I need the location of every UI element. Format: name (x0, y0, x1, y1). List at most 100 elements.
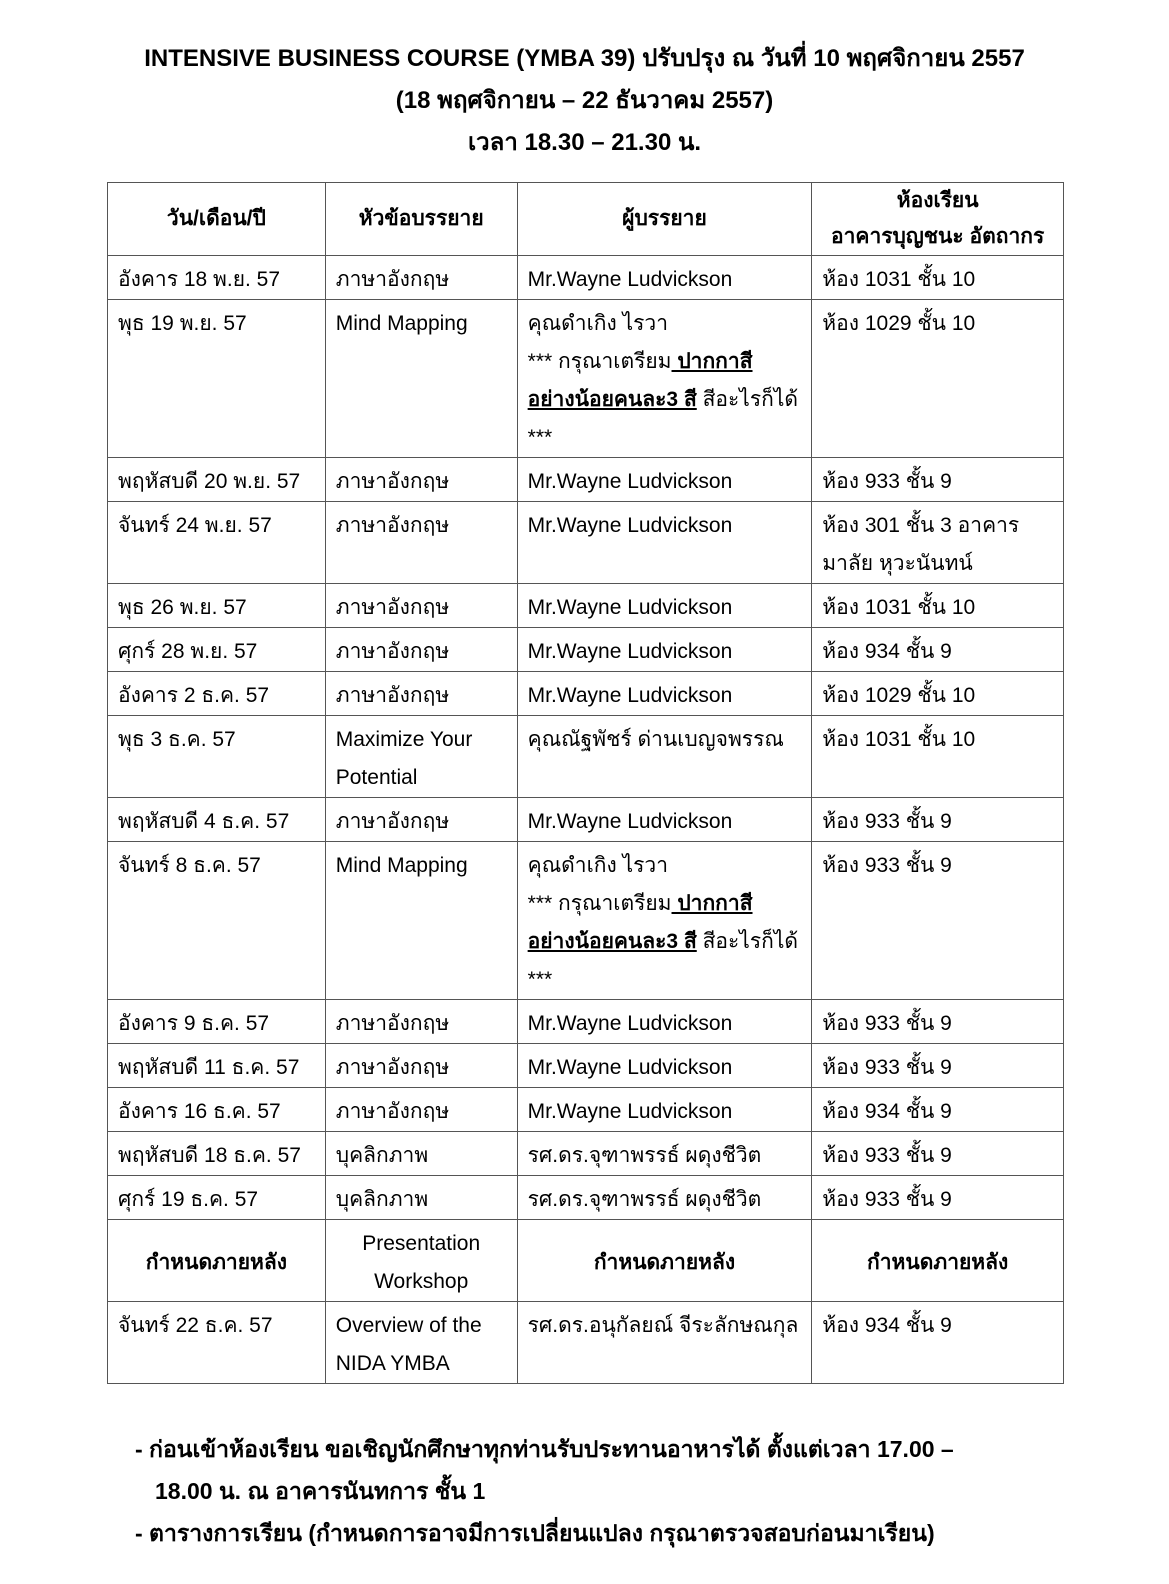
table-row: จันทร์ 8 ธ.ค. 57 Mind Mapping คุณดำเกิง ไร… (107, 841, 1064, 1000)
cell-date: พุธ 26 พ.ย. 57 (107, 583, 326, 628)
note-suffix: สีอะไรก็ได้ *** (527, 930, 799, 991)
table-row: อังคาร 2 ธ.ค. 57 ภาษาอังกฤษ Mr.Wayne Ludvi… (107, 671, 1064, 716)
notes: - ก่อนเข้าห้องเรียน ขอเชิญนักศึกษาทุกท่า… (135, 1428, 1129, 1554)
cell-topic: ภาษาอังกฤษ (324, 1043, 518, 1088)
lecturer-note: *** กรุณาเตรียม ปากกาสี อย่างน้อยคนละ3 ส… (528, 885, 802, 999)
header-date: วัน/เดือน/ปี (107, 182, 326, 256)
header-room-label: ห้องเรียน (896, 189, 979, 212)
cell-date: อังคาร 18 พ.ย. 57 (107, 255, 326, 300)
table-row: จันทร์ 22 ธ.ค. 57 Overview of the NIDA YM… (107, 1301, 1064, 1384)
table-row: ศุกร์ 19 ธ.ค. 57 บุคลิกภาพ รศ.ดร.จุฑาพรรธ์… (107, 1175, 1064, 1220)
cell-date: อังคาร 9 ธ.ค. 57 (107, 999, 326, 1044)
cell-lecturer: รศ.ดร.อนุกัลยณ์ จีระลักษณกุล (516, 1301, 813, 1384)
cell-topic: Overview of the NIDA YMBA (324, 1301, 518, 1384)
header-lecturer: ผู้บรรยาย (516, 182, 813, 256)
cell-room: ห้อง 1031 ชั้น 10 (811, 255, 1064, 300)
cell-room: ห้อง 933 ชั้น 9 (811, 999, 1064, 1044)
cell-lecturer: Mr.Wayne Ludvickson (516, 999, 813, 1044)
cell-date: พฤหัสบดี 4 ธ.ค. 57 (107, 797, 326, 842)
cell-date: จันทร์ 22 ธ.ค. 57 (107, 1301, 326, 1384)
cell-topic: ภาษาอังกฤษ (324, 627, 518, 672)
table-row: พุธ 26 พ.ย. 57 ภาษาอังกฤษ Mr.Wayne Ludvick… (107, 583, 1064, 628)
cell-lecturer: คุณดำเกิง ไรวา *** กรุณาเตรียม ปากกาสี อย… (516, 299, 813, 458)
cell-date: อังคาร 16 ธ.ค. 57 (107, 1087, 326, 1132)
cell-room: ห้อง 933 ชั้น 9 (811, 1175, 1064, 1220)
cell-topic: บุคลิกภาพ (324, 1131, 518, 1176)
note-highlight: ปากกาสี อย่างน้อยคนละ3 สี (527, 892, 753, 953)
cell-lecturer: Mr.Wayne Ludvickson (516, 501, 813, 584)
lecturer-note: *** กรุณาเตรียม ปากกาสี อย่างน้อยคนละ3 ส… (528, 343, 802, 457)
note-suffix: สีอะไรก็ได้ *** (527, 388, 799, 449)
cell-lecturer: กำหนดภายหลัง (516, 1219, 813, 1302)
note-meal: - ก่อนเข้าห้องเรียน ขอเชิญนักศึกษาทุกท่า… (135, 1436, 954, 1462)
table-row: พุธ 19 พ.ย. 57 Mind Mapping คุณดำเกิง ไรวา… (107, 299, 1064, 458)
table-row: พุธ 3 ธ.ค. 57 Maximize Your Potential คุณณ… (107, 715, 1064, 798)
cell-room: ห้อง 933 ชั้น 9 (811, 797, 1064, 842)
cell-lecturer: Mr.Wayne Ludvickson (516, 255, 813, 300)
cell-room: ห้อง 933 ชั้น 9 (811, 457, 1064, 502)
cell-lecturer: คุณณัฐพัชร์ ด่านเบญจพรรณ (516, 715, 813, 798)
header-room: ห้องเรียน อาคารบุญชนะ อัตถากร (811, 182, 1064, 256)
cell-date: พฤหัสบดี 20 พ.ย. 57 (107, 457, 326, 502)
cell-room: ห้อง 1031 ชั้น 10 (811, 583, 1064, 628)
note-meal-cont: 18.00 น. ณ อาคารนันทการ ชั้น 1 (155, 1478, 486, 1504)
cell-date: จันทร์ 8 ธ.ค. 57 (107, 841, 326, 1000)
cell-lecturer: Mr.Wayne Ludvickson (516, 671, 813, 716)
document-title: INTENSIVE BUSINESS COURSE (YMBA 39) ปรับ… (144, 45, 1025, 72)
note-schedule-change: - ตารางการเรียน (กำหนดการอาจมีการเปลี่ยน… (135, 1520, 935, 1546)
cell-topic: ภาษาอังกฤษ (324, 457, 518, 502)
header-topic: หัวข้อบรรยาย (324, 182, 518, 256)
note-highlight: ปากกาสี อย่างน้อยคนละ3 สี (527, 350, 753, 411)
cell-room: ห้อง 1029 ชั้น 10 (811, 671, 1064, 716)
cell-lecturer: Mr.Wayne Ludvickson (516, 1043, 813, 1088)
cell-topic: ภาษาอังกฤษ (324, 501, 518, 584)
lecturer-name: คุณดำเกิง ไรวา (527, 854, 669, 877)
cell-lecturer: Mr.Wayne Ludvickson (516, 1087, 813, 1132)
cell-room: กำหนดภายหลัง (811, 1219, 1064, 1302)
cell-lecturer: รศ.ดร.จุฑาพรรธ์ ผดุงชีวิต (516, 1131, 813, 1176)
table-row: จันทร์ 24 พ.ย. 57 ภาษาอังกฤษ Mr.Wayne Ludv… (107, 501, 1064, 584)
cell-topic: ภาษาอังกฤษ (324, 671, 518, 716)
cell-lecturer: Mr.Wayne Ludvickson (516, 627, 813, 672)
header-building-label: อาคารบุญชนะ อัตถากร (831, 225, 1045, 248)
cell-room: ห้อง 933 ชั้น 9 (811, 841, 1064, 1000)
table-row: พฤหัสบดี 20 พ.ย. 57 ภาษาอังกฤษ Mr.Wayne Lu… (107, 457, 1064, 502)
table-row: พฤหัสบดี 11 ธ.ค. 57 ภาษาอังกฤษ Mr.Wayne Lu… (107, 1043, 1064, 1088)
cell-topic: Maximize Your Potential (324, 715, 518, 798)
cell-date: อังคาร 2 ธ.ค. 57 (107, 671, 326, 716)
cell-room: ห้อง 301 ชั้น 3 อาคารมาลัย หุวะนันทน์ (811, 501, 1064, 584)
cell-topic: Presentation Workshop (324, 1219, 518, 1302)
cell-lecturer: รศ.ดร.จุฑาพรรธ์ ผดุงชีวิต (516, 1175, 813, 1220)
table-row: กำหนดภายหลัง Presentation Workshop กำหนดภา… (107, 1219, 1064, 1302)
cell-lecturer: คุณดำเกิง ไรวา *** กรุณาเตรียม ปากกาสี อย… (516, 841, 813, 1000)
cell-room: ห้อง 934 ชั้น 9 (811, 627, 1064, 672)
table-row: พฤหัสบดี 4 ธ.ค. 57 ภาษาอังกฤษ Mr.Wayne Lud… (107, 797, 1064, 842)
table-row: อังคาร 9 ธ.ค. 57 ภาษาอังกฤษ Mr.Wayne Ludvi… (107, 999, 1064, 1044)
course-period: (18 พฤศจิกายน – 22 ธันวาคม 2557) (395, 87, 774, 114)
cell-topic: บุคลิกภาพ (324, 1175, 518, 1220)
cell-lecturer: Mr.Wayne Ludvickson (516, 583, 813, 628)
cell-topic: Mind Mapping (324, 841, 518, 1000)
lecturer-name: คุณดำเกิง ไรวา (527, 312, 669, 335)
table-row: พฤหัสบดี 18 ธ.ค. 57 บุคลิกภาพ รศ.ดร.จุฑาพร… (107, 1131, 1064, 1176)
cell-lecturer: Mr.Wayne Ludvickson (516, 797, 813, 842)
cell-room: ห้อง 1029 ชั้น 10 (811, 299, 1064, 458)
cell-lecturer: Mr.Wayne Ludvickson (516, 457, 813, 502)
cell-topic: ภาษาอังกฤษ (324, 1087, 518, 1132)
cell-date: กำหนดภายหลัง (107, 1219, 326, 1302)
note-prefix: *** กรุณาเตรียม (527, 350, 672, 373)
cell-room: ห้อง 933 ชั้น 9 (811, 1131, 1064, 1176)
cell-room: ห้อง 933 ชั้น 9 (811, 1043, 1064, 1088)
table-row: ศุกร์ 28 พ.ย. 57 ภาษาอังกฤษ Mr.Wayne Ludvi… (107, 627, 1064, 672)
cell-date: ศุกร์ 19 ธ.ค. 57 (107, 1175, 326, 1220)
cell-room: ห้อง 1031 ชั้น 10 (811, 715, 1064, 798)
cell-date: พฤหัสบดี 18 ธ.ค. 57 (107, 1131, 326, 1176)
cell-topic: ภาษาอังกฤษ (324, 255, 518, 300)
cell-topic: ภาษาอังกฤษ (324, 999, 518, 1044)
table-row: อังคาร 18 พ.ย. 57 ภาษาอังกฤษ Mr.Wayne Ludv… (107, 255, 1064, 300)
cell-room: ห้อง 934 ชั้น 9 (811, 1301, 1064, 1384)
table-header-row: วัน/เดือน/ปี หัวข้อบรรยาย ผู้บรรยาย ห้อง… (107, 182, 1064, 256)
cell-date: พุธ 19 พ.ย. 57 (107, 299, 326, 458)
class-time: เวลา 18.30 – 21.30 น. (467, 129, 702, 156)
